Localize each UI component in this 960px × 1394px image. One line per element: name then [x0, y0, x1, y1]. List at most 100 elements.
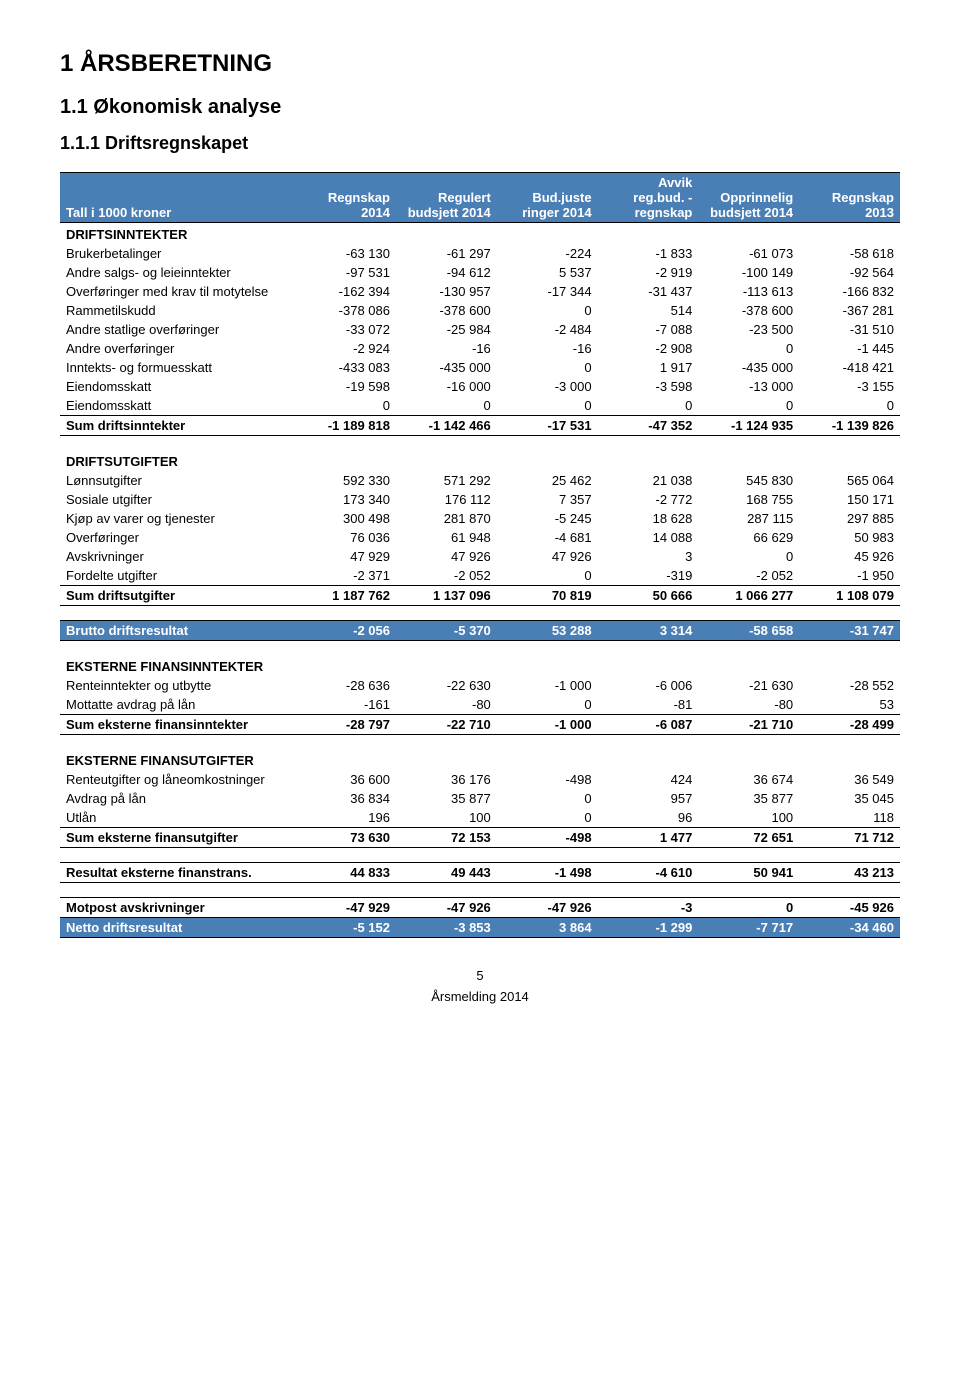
cell: -34 460: [799, 918, 900, 938]
brutto-table: Brutto driftsresultat-2 056-5 37053 2883…: [60, 620, 900, 641]
section-title-cell: EKSTERNE FINANSUTGIFTER: [60, 749, 295, 770]
cell: 100: [698, 808, 799, 828]
table-row: Utlån196100096100118: [60, 808, 900, 828]
cell: -21 630: [698, 676, 799, 695]
table-row: Lønnsutgifter592 330571 29225 46221 0385…: [60, 471, 900, 490]
cell: 287 115: [698, 509, 799, 528]
cell: 3 864: [497, 918, 598, 938]
cell: -166 832: [799, 282, 900, 301]
col-4: Avvik reg.bud. - regnskap: [598, 173, 699, 223]
table-row: Brukerbetalinger-63 130-61 297-224-1 833…: [60, 244, 900, 263]
cell: -63 130: [295, 244, 396, 263]
cell: Rammetilskudd: [60, 301, 295, 320]
cell: 0: [497, 789, 598, 808]
cell: 21 038: [598, 471, 699, 490]
cell: 0: [698, 547, 799, 566]
cell: -6 087: [598, 715, 699, 735]
cell: 61 948: [396, 528, 497, 547]
cell: 196: [295, 808, 396, 828]
cell: -16: [396, 339, 497, 358]
cell: -45 926: [799, 898, 900, 918]
cell: Avdrag på lån: [60, 789, 295, 808]
section-title-cell: DRIFTSUTGIFTER: [60, 450, 295, 471]
cell: -31 747: [799, 621, 900, 641]
sum-row: Sum driftsutgifter1 187 7621 137 09670 8…: [60, 586, 900, 606]
cell: 7 357: [497, 490, 598, 509]
cell: -13 000: [698, 377, 799, 396]
page-footer: 5 Årsmelding 2014: [60, 968, 900, 1004]
cell: 53 288: [497, 621, 598, 641]
cell: 0: [698, 898, 799, 918]
cell: -17 531: [497, 416, 598, 436]
cell: Resultat eksterne finanstrans.: [60, 863, 295, 883]
cell: -1 000: [497, 676, 598, 695]
cell: 47 926: [396, 547, 497, 566]
cell: -58 658: [698, 621, 799, 641]
section-title: EKSTERNE FINANSUTGIFTER: [60, 749, 900, 770]
cell: 0: [497, 808, 598, 828]
section-title: DRIFTSINNTEKTER: [60, 223, 900, 245]
cell: 70 819: [497, 586, 598, 606]
cell: 72 153: [396, 828, 497, 848]
cell: -367 281: [799, 301, 900, 320]
cell: 0: [598, 396, 699, 416]
cell: 25 462: [497, 471, 598, 490]
table-row: Renteutgifter og låneomkostninger36 6003…: [60, 770, 900, 789]
cell: -1 833: [598, 244, 699, 263]
cell: Kjøp av varer og tjenester: [60, 509, 295, 528]
cell: -2 052: [396, 566, 497, 586]
page-number: 5: [60, 968, 900, 983]
cell: 35 877: [396, 789, 497, 808]
cell: 1 917: [598, 358, 699, 377]
table-row: Inntekts- og formuesskatt-433 083-435 00…: [60, 358, 900, 377]
cell: -3 155: [799, 377, 900, 396]
cell: Overføringer med krav til motytelse: [60, 282, 295, 301]
cell: Renteutgifter og låneomkostninger: [60, 770, 295, 789]
cell: 36 674: [698, 770, 799, 789]
cell: Sum eksterne finansutgifter: [60, 828, 295, 848]
table-row: Fordelte utgifter-2 371-2 0520-319-2 052…: [60, 566, 900, 586]
cell: -2 924: [295, 339, 396, 358]
cell: Utlån: [60, 808, 295, 828]
cell: 3 314: [598, 621, 699, 641]
cell: -130 957: [396, 282, 497, 301]
cell: -47 926: [396, 898, 497, 918]
table-row: Mottatte avdrag på lån-161-800-81-8053: [60, 695, 900, 715]
cell: 47 926: [497, 547, 598, 566]
cell: -319: [598, 566, 699, 586]
cell: Inntekts- og formuesskatt: [60, 358, 295, 377]
cell: 1 187 762: [295, 586, 396, 606]
cell: 71 712: [799, 828, 900, 848]
cell: -161: [295, 695, 396, 715]
table-row: Rammetilskudd-378 086-378 6000514-378 60…: [60, 301, 900, 320]
cell: -418 421: [799, 358, 900, 377]
table-header: Tall i 1000 kroner Regnskap 2014 Reguler…: [60, 173, 900, 223]
cell: -2 908: [598, 339, 699, 358]
cell: -47 929: [295, 898, 396, 918]
cell: -61 073: [698, 244, 799, 263]
cell: Sum driftsinntekter: [60, 416, 295, 436]
table-row: Kjøp av varer og tjenester300 498281 870…: [60, 509, 900, 528]
cell: -4 681: [497, 528, 598, 547]
cell: 150 171: [799, 490, 900, 509]
cell: 173 340: [295, 490, 396, 509]
heading-2: 1.1 Økonomisk analyse: [60, 96, 900, 119]
cell: 118: [799, 808, 900, 828]
cell: 0: [497, 358, 598, 377]
table-row: Sosiale utgifter173 340176 1127 357-2 77…: [60, 490, 900, 509]
motpost-row: Motpost avskrivninger-47 929-47 926-47 9…: [60, 898, 900, 918]
cell: -1 189 818: [295, 416, 396, 436]
eksterne-utgifter-table: EKSTERNE FINANSUTGIFTERRenteutgifter og …: [60, 749, 900, 848]
cell: -378 086: [295, 301, 396, 320]
cell: Netto driftsresultat: [60, 918, 295, 938]
cell: -21 710: [698, 715, 799, 735]
cell: -22 630: [396, 676, 497, 695]
cell: 43 213: [799, 863, 900, 883]
cell: -378 600: [698, 301, 799, 320]
table-row: Overføringer76 03661 948-4 68114 08866 6…: [60, 528, 900, 547]
cell: -28 797: [295, 715, 396, 735]
table-row: Avdrag på lån36 83435 877095735 87735 04…: [60, 789, 900, 808]
cell: 36 834: [295, 789, 396, 808]
eksterne-inntekter-table: EKSTERNE FINANSINNTEKTERRenteinntekter o…: [60, 655, 900, 735]
cell: Sum driftsutgifter: [60, 586, 295, 606]
